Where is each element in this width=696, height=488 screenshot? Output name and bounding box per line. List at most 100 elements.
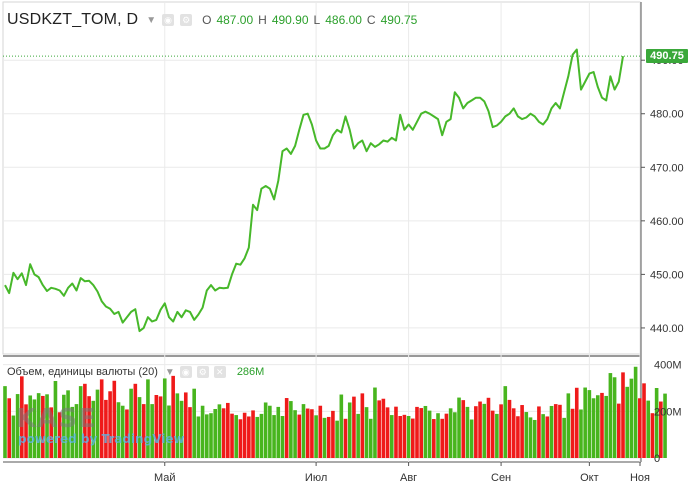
volume-bar-down	[238, 419, 243, 458]
volume-bar-down	[104, 399, 108, 458]
eye-icon[interactable]: ◉	[179, 366, 192, 378]
volume-bar-down	[616, 403, 621, 458]
gear-icon[interactable]: ⚙	[180, 14, 193, 26]
volume-bar-up	[389, 415, 394, 458]
ohlc-readout: O 487.00 H 490.90 L 486.00 C 490.75	[202, 13, 417, 27]
volume-bar-up	[427, 410, 432, 458]
volume-bar-up	[293, 410, 297, 458]
price-panel-frame	[2, 1, 641, 355]
volume-bar-down	[650, 413, 655, 458]
time-tick-label: Авг	[400, 472, 417, 484]
volume-bar-down	[377, 400, 381, 458]
volume-bar-up	[495, 413, 499, 458]
gear-icon[interactable]: ⚙	[196, 366, 209, 378]
volume-bar-up	[608, 373, 613, 458]
volume-bar-up	[62, 394, 66, 458]
close-icon[interactable]: ✕	[213, 366, 226, 378]
volume-bar-up	[301, 404, 306, 458]
volume-bar-up	[209, 413, 213, 458]
volume-bar-down	[318, 405, 323, 458]
volume-bar-up	[532, 419, 537, 458]
open-value: 487.00	[216, 13, 254, 27]
volume-bar-down	[499, 404, 503, 458]
volume-bar-up	[453, 412, 457, 458]
volume-bar-down	[87, 396, 91, 458]
volume-bar-down	[20, 376, 24, 458]
volume-bar-up	[137, 397, 142, 458]
volume-bar-down	[24, 404, 28, 458]
open-label: O	[202, 13, 212, 27]
volume-bar-down	[305, 408, 310, 458]
volume-bar-up	[633, 366, 638, 458]
volume-bar-up	[129, 388, 133, 458]
time-tick-label: Май	[154, 472, 176, 484]
volume-bar-up	[150, 404, 154, 458]
volume-bar-down	[125, 409, 129, 458]
volume-bar-up	[423, 405, 428, 458]
volume-title[interactable]: Объем, единицы валюты (20)	[7, 366, 158, 378]
volume-bar-down	[600, 392, 604, 458]
volume-bar-down	[331, 410, 335, 458]
volume-bar-up	[364, 407, 369, 458]
volume-bar-up	[175, 393, 180, 458]
close-label: C	[366, 13, 376, 27]
volume-bar-up	[368, 418, 373, 458]
volume-bar-up	[28, 395, 33, 458]
volume-bar-down	[516, 416, 520, 458]
volume-bar-up	[146, 379, 150, 458]
high-label: H	[258, 13, 267, 27]
volume-bar-up	[373, 387, 377, 458]
volume-bar-down	[360, 393, 365, 458]
volume-bar-down	[398, 416, 402, 458]
volume-bar-down	[553, 404, 558, 458]
kase-logo: KASE	[16, 404, 97, 434]
volume-bar-up	[268, 405, 272, 458]
last-price-badge: 490.75	[646, 49, 688, 64]
volume-bar-down	[83, 383, 87, 458]
volume-bar-up	[11, 415, 16, 458]
time-tick-label: Окт	[580, 472, 599, 484]
volume-bar-up	[356, 413, 360, 458]
volume-bar-down	[490, 410, 495, 458]
price-series-line	[4, 48, 624, 333]
chevron-down-icon[interactable]: ▼	[164, 366, 175, 378]
volume-header: Объем, единицы валюты (20) ▼ ◉ ⚙ ✕ 286M	[7, 366, 264, 378]
volume-bar-down	[284, 398, 289, 458]
volume-bar-up	[53, 381, 58, 458]
volume-bar-down	[419, 408, 424, 458]
volume-bar-down	[507, 399, 512, 458]
volume-bar-down	[385, 407, 390, 458]
eye-icon[interactable]: ◉	[162, 14, 175, 26]
volume-bar-up	[406, 416, 411, 458]
volume-bar-up	[482, 403, 487, 458]
volume-bar-down	[402, 414, 407, 458]
price-line-layer	[4, 48, 624, 333]
volume-bar-up	[66, 390, 70, 458]
volume-bar-up	[524, 412, 529, 458]
powered-by-tradingview[interactable]: powered by TradingView	[18, 432, 185, 446]
symbol-title[interactable]: USDKZT_TOM, D	[7, 11, 139, 28]
volume-bar-up	[45, 394, 49, 458]
chevron-down-icon[interactable]: ▼	[146, 14, 157, 26]
volume-bar-down	[171, 375, 175, 458]
volume-bar-up	[625, 386, 630, 458]
volume-bar-up	[276, 406, 281, 458]
low-label: L	[313, 13, 321, 27]
volume-bar-down	[57, 412, 62, 458]
volume-bar-up	[91, 400, 96, 458]
volume-bar-down	[158, 396, 163, 458]
volume-bar-up	[15, 394, 20, 458]
volume-bar-down	[642, 383, 646, 458]
volume-bar-down	[486, 397, 491, 458]
volume-bar-down	[326, 416, 331, 458]
volume-bar-down	[352, 396, 356, 458]
volume-bar-up	[604, 395, 608, 458]
volume-bar-down	[242, 412, 247, 458]
volume-bar-down	[558, 404, 562, 458]
volume-bar-up	[654, 388, 659, 458]
volume-bar-down	[343, 418, 348, 458]
volume-tick-label: 400M	[654, 360, 682, 372]
volume-bar-down	[7, 398, 12, 458]
volume-bar-up	[528, 417, 533, 458]
